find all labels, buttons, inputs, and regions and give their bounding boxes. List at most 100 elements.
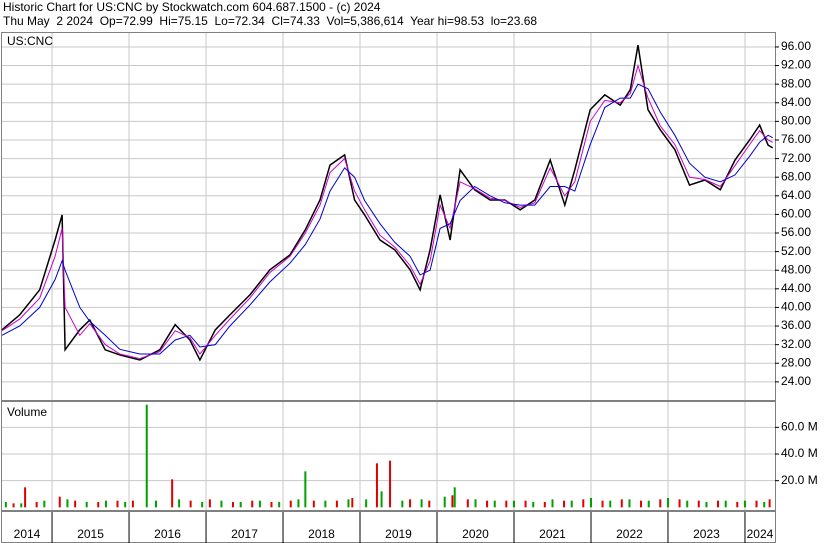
y-tick-label: 60.00 [781,207,811,221]
volume-bar [116,500,119,508]
volume-bar [443,496,446,508]
volume-bar [43,500,46,508]
price-line [1,83,773,355]
y-tick-label: 76.00 [781,132,811,146]
y-tick-label: 32.00 [781,337,811,351]
volume-bar [524,500,527,508]
volume-bar [208,499,211,508]
volume-bar [474,499,477,508]
volume-bar [582,499,585,508]
volume-bar [66,499,69,508]
volume-bar [4,502,7,508]
volume-bar [589,498,592,508]
volume-bar [145,404,148,508]
volume-bar [666,498,669,508]
volume-bar [278,502,281,508]
volume-bar [743,500,746,508]
volume-bar [297,499,300,508]
volume-bar [705,502,708,508]
y-tick-label: 72.00 [781,151,811,165]
y-tick-label: 40.0 M [781,446,818,460]
volume-bar [231,502,234,508]
y-tick-label: 20.0 M [781,473,818,487]
volume-bar [380,491,383,508]
y-tick-label: 88.00 [781,76,811,90]
volume-bar [97,502,100,508]
volume-bar [24,487,27,508]
volume-bar [74,500,77,508]
volume-bar [220,500,223,508]
volume-bar [466,499,469,508]
volume-bar [258,500,261,508]
volume-bar [640,500,643,508]
x-tick-label: 2015 [77,527,104,541]
volume-panel [1,401,776,511]
volume-bar [289,500,292,508]
y-tick-label: 28.00 [781,355,811,369]
x-tick-label: 2021 [539,527,566,541]
volume-bar [12,503,15,508]
chart-subtitle: Thu May 2 2024 Op=72.99 Hi=75.15 Lo=72.3… [3,14,537,28]
y-tick-label: 56.00 [781,225,811,239]
x-tick-label: 2024 [747,527,774,541]
volume-bar [451,495,454,508]
volume-bar [647,500,650,508]
volume-bar [763,502,766,508]
volume-bar [609,500,612,508]
volume-bar [304,471,307,508]
y-tick-label: 80.00 [781,114,811,128]
y-tick-label: 36.00 [781,318,811,332]
volume-bar [601,500,604,508]
x-tick-label: 2019 [385,527,412,541]
x-tick-label: 2014 [14,527,41,541]
volume-bar [678,499,681,508]
volume-bar [365,499,368,508]
volume-bar [420,499,423,508]
volume-bar [270,502,273,508]
volume-bar [697,500,700,508]
volume-bar [239,502,242,508]
y-tick-label: 68.00 [781,169,811,183]
volume-bar [58,496,61,508]
volume-bar [717,500,720,508]
x-tick-label: 2022 [616,527,643,541]
volume-bar [251,500,254,508]
price-line [1,44,774,362]
volume-bar [686,500,689,508]
y-tick-label: 92.00 [781,58,811,72]
y-tick-label: 24.00 [781,374,811,388]
volume-bar [171,479,174,508]
volume-bar [628,499,631,508]
volume-bar [375,463,378,508]
volume-bar [389,460,392,508]
volume-bar [428,500,431,508]
y-tick-label: 40.00 [781,300,811,314]
y-tick-label: 52.00 [781,244,811,258]
y-tick-label: 64.00 [781,188,811,202]
x-tick-label: 2023 [693,527,720,541]
volume-bar [486,500,489,508]
volume-bar [104,500,107,508]
y-tick-label: 60.0 M [781,420,818,434]
volume-bar [85,502,88,508]
volume-bar [768,499,771,508]
x-tick-label: 2018 [308,527,335,541]
volume-bar [659,499,662,508]
volume-bar [736,502,739,508]
chart-title: Historic Chart for US:CNC by Stockwatch.… [3,0,381,14]
y-tick-label: 48.00 [781,262,811,276]
volume-bar [563,500,566,508]
volume-bar [620,499,623,508]
price-panel [1,32,776,401]
plot-layer: 24.00 28.00 32.00 36.00 40.00 44.00 48.00 52.00… [1,33,818,543]
volume-bar [570,500,573,508]
volume-bar [401,500,404,508]
volume-bar [351,498,354,508]
price-label: US:CNC [7,34,53,48]
volume-bar [493,500,496,508]
volume-bar [551,499,554,508]
volume-bar [505,500,508,508]
x-tick-label: 2020 [462,527,489,541]
